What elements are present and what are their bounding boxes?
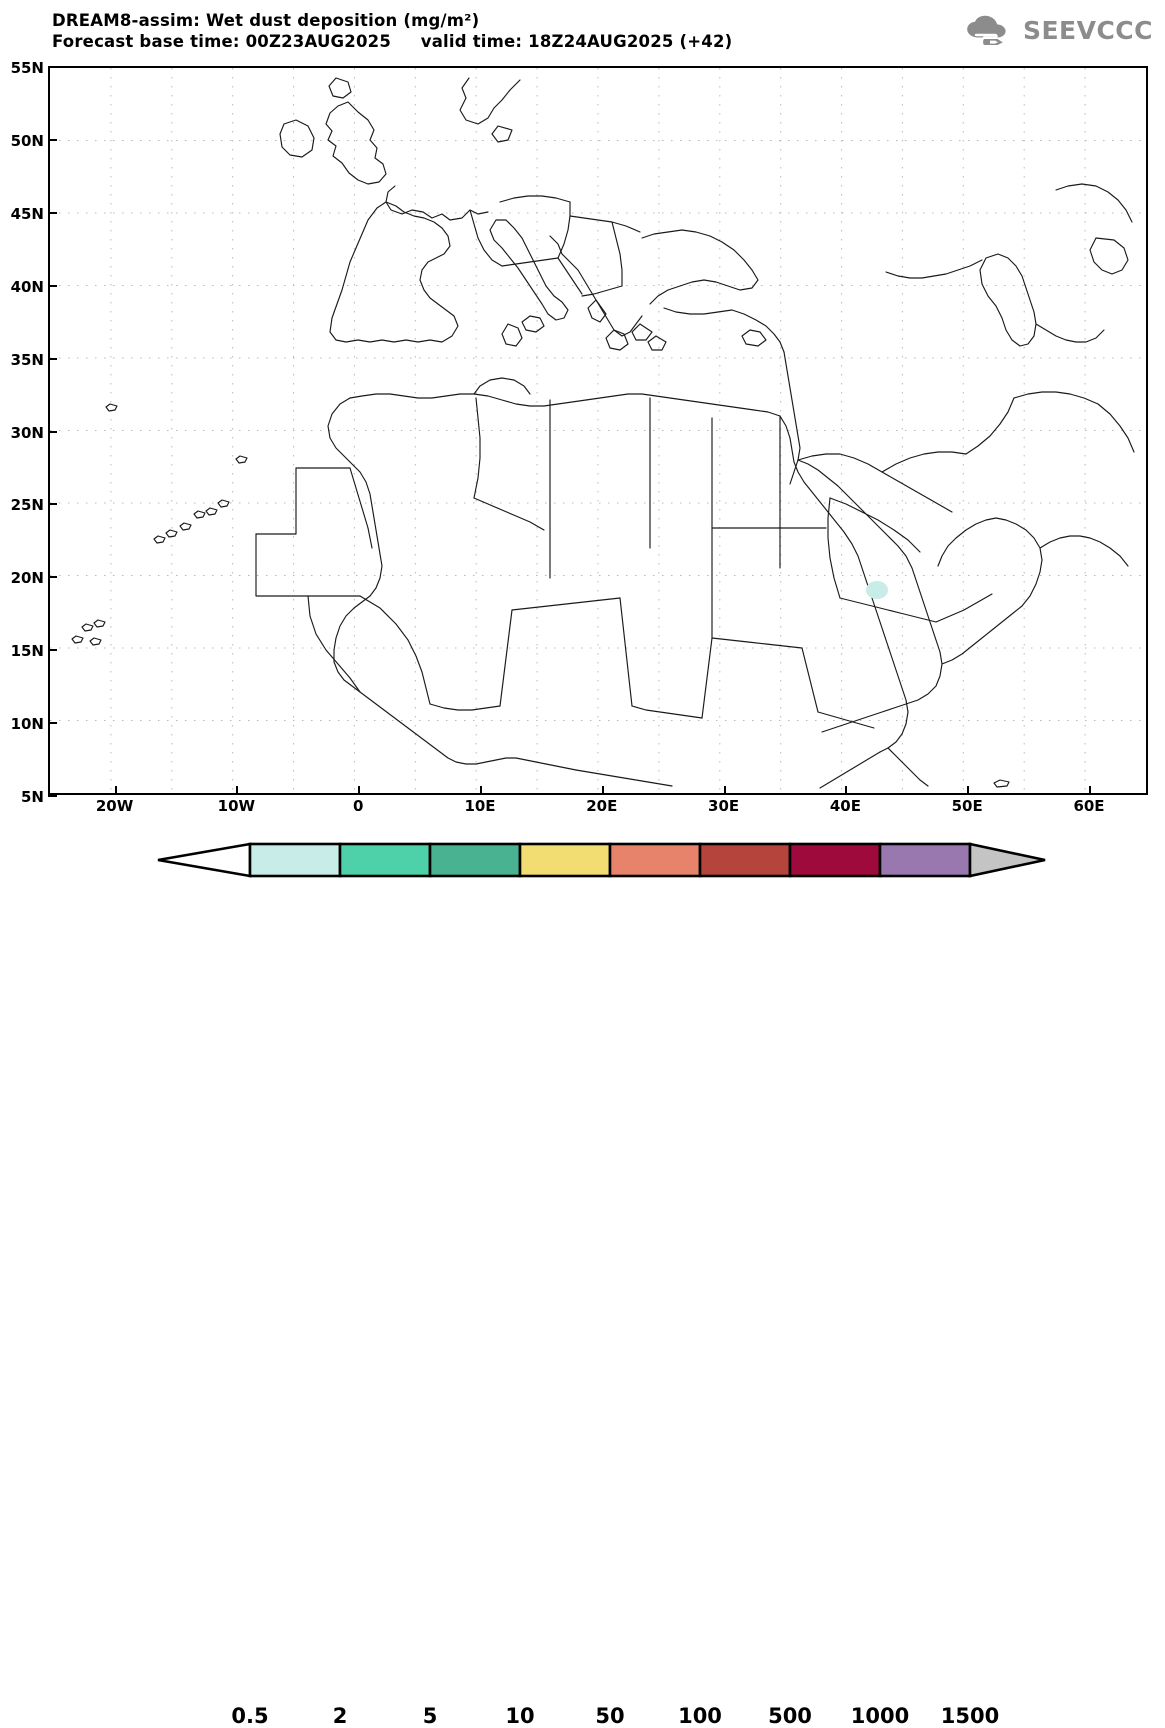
- seevccc-logo: SEEVCCC: [964, 14, 1153, 46]
- x-axis-label-30e: 30E: [708, 797, 740, 815]
- y-axis-label-35n: 35N: [10, 350, 44, 369]
- colorbar-tick-1500: 1500: [940, 1704, 1000, 1728]
- colorbar-bands: [157, 842, 1046, 878]
- x-axis-label-50e: 50E: [951, 797, 983, 815]
- colorbar-tick-50: 50: [595, 1704, 625, 1728]
- colorbar-band-3: [518, 842, 612, 878]
- y-axis-label-30n: 30N: [10, 423, 44, 442]
- forecast-time-subtitle: Forecast base time: 00Z23AUG2025 valid t…: [52, 32, 733, 51]
- y-axis-label-45n: 45N: [10, 204, 44, 223]
- colorbar-tick-5: 5: [422, 1704, 438, 1728]
- x-axis-label-20e: 20E: [586, 797, 618, 815]
- page-title: DREAM8-assim: Wet dust deposition (mg/m²…: [52, 11, 480, 30]
- colorbar-tick-10: 10: [505, 1704, 535, 1728]
- y-axis-label-50n: 50N: [10, 131, 44, 150]
- x-axis-label-40e: 40E: [829, 797, 861, 815]
- y-axis-label-40n: 40N: [10, 277, 44, 296]
- x-axis-label-10w: 10W: [217, 797, 256, 815]
- logo-text: SEEVCCC: [1022, 15, 1153, 45]
- colorbar-band-5: [698, 842, 792, 878]
- x-axis-label-0: 0: [352, 797, 364, 815]
- colorbar-legend: 0.5 2 5 10 50 100 500 1000 1500: [0, 838, 1165, 1728]
- y-axis-label-25n: 25N: [10, 496, 44, 515]
- cloud-wind-icon: [967, 15, 1006, 45]
- colorbar-band-7: [878, 842, 972, 878]
- colorbar-under-arrow: [157, 842, 252, 878]
- colorbar-band-4: [608, 842, 702, 878]
- chart-header: DREAM8-assim: Wet dust deposition (mg/m²…: [0, 0, 1165, 60]
- colorbar-band-1: [338, 842, 432, 878]
- colorbar-tick-2: 2: [332, 1704, 348, 1728]
- colorbar-tick-1000: 1000: [850, 1704, 910, 1728]
- y-axis-label-55n: 55N: [10, 59, 44, 77]
- y-axis-label-5n: 5N: [21, 788, 44, 806]
- coastline-and-borders: [71, 77, 1135, 789]
- colorbar-band-2: [428, 842, 522, 878]
- x-axis-label-20w: 20W: [95, 797, 134, 815]
- x-axis-label-60e: 60E: [1073, 797, 1105, 815]
- y-axis-label-10n: 10N: [10, 715, 44, 734]
- colorbar-band-0: [248, 842, 342, 878]
- colorbar-over-arrow: [968, 842, 1046, 878]
- map-plot-area: [48, 66, 1148, 795]
- colorbar-tick-100: 100: [678, 1704, 722, 1728]
- colorbar-tick-500: 500: [768, 1704, 812, 1728]
- y-axis-label-20n: 20N: [10, 569, 44, 588]
- x-axis-label-10e: 10E: [464, 797, 496, 815]
- colorbar-band-6: [788, 842, 882, 878]
- colorbar-tick-0p5: 0.5: [231, 1704, 269, 1728]
- y-axis-label-15n: 15N: [10, 642, 44, 661]
